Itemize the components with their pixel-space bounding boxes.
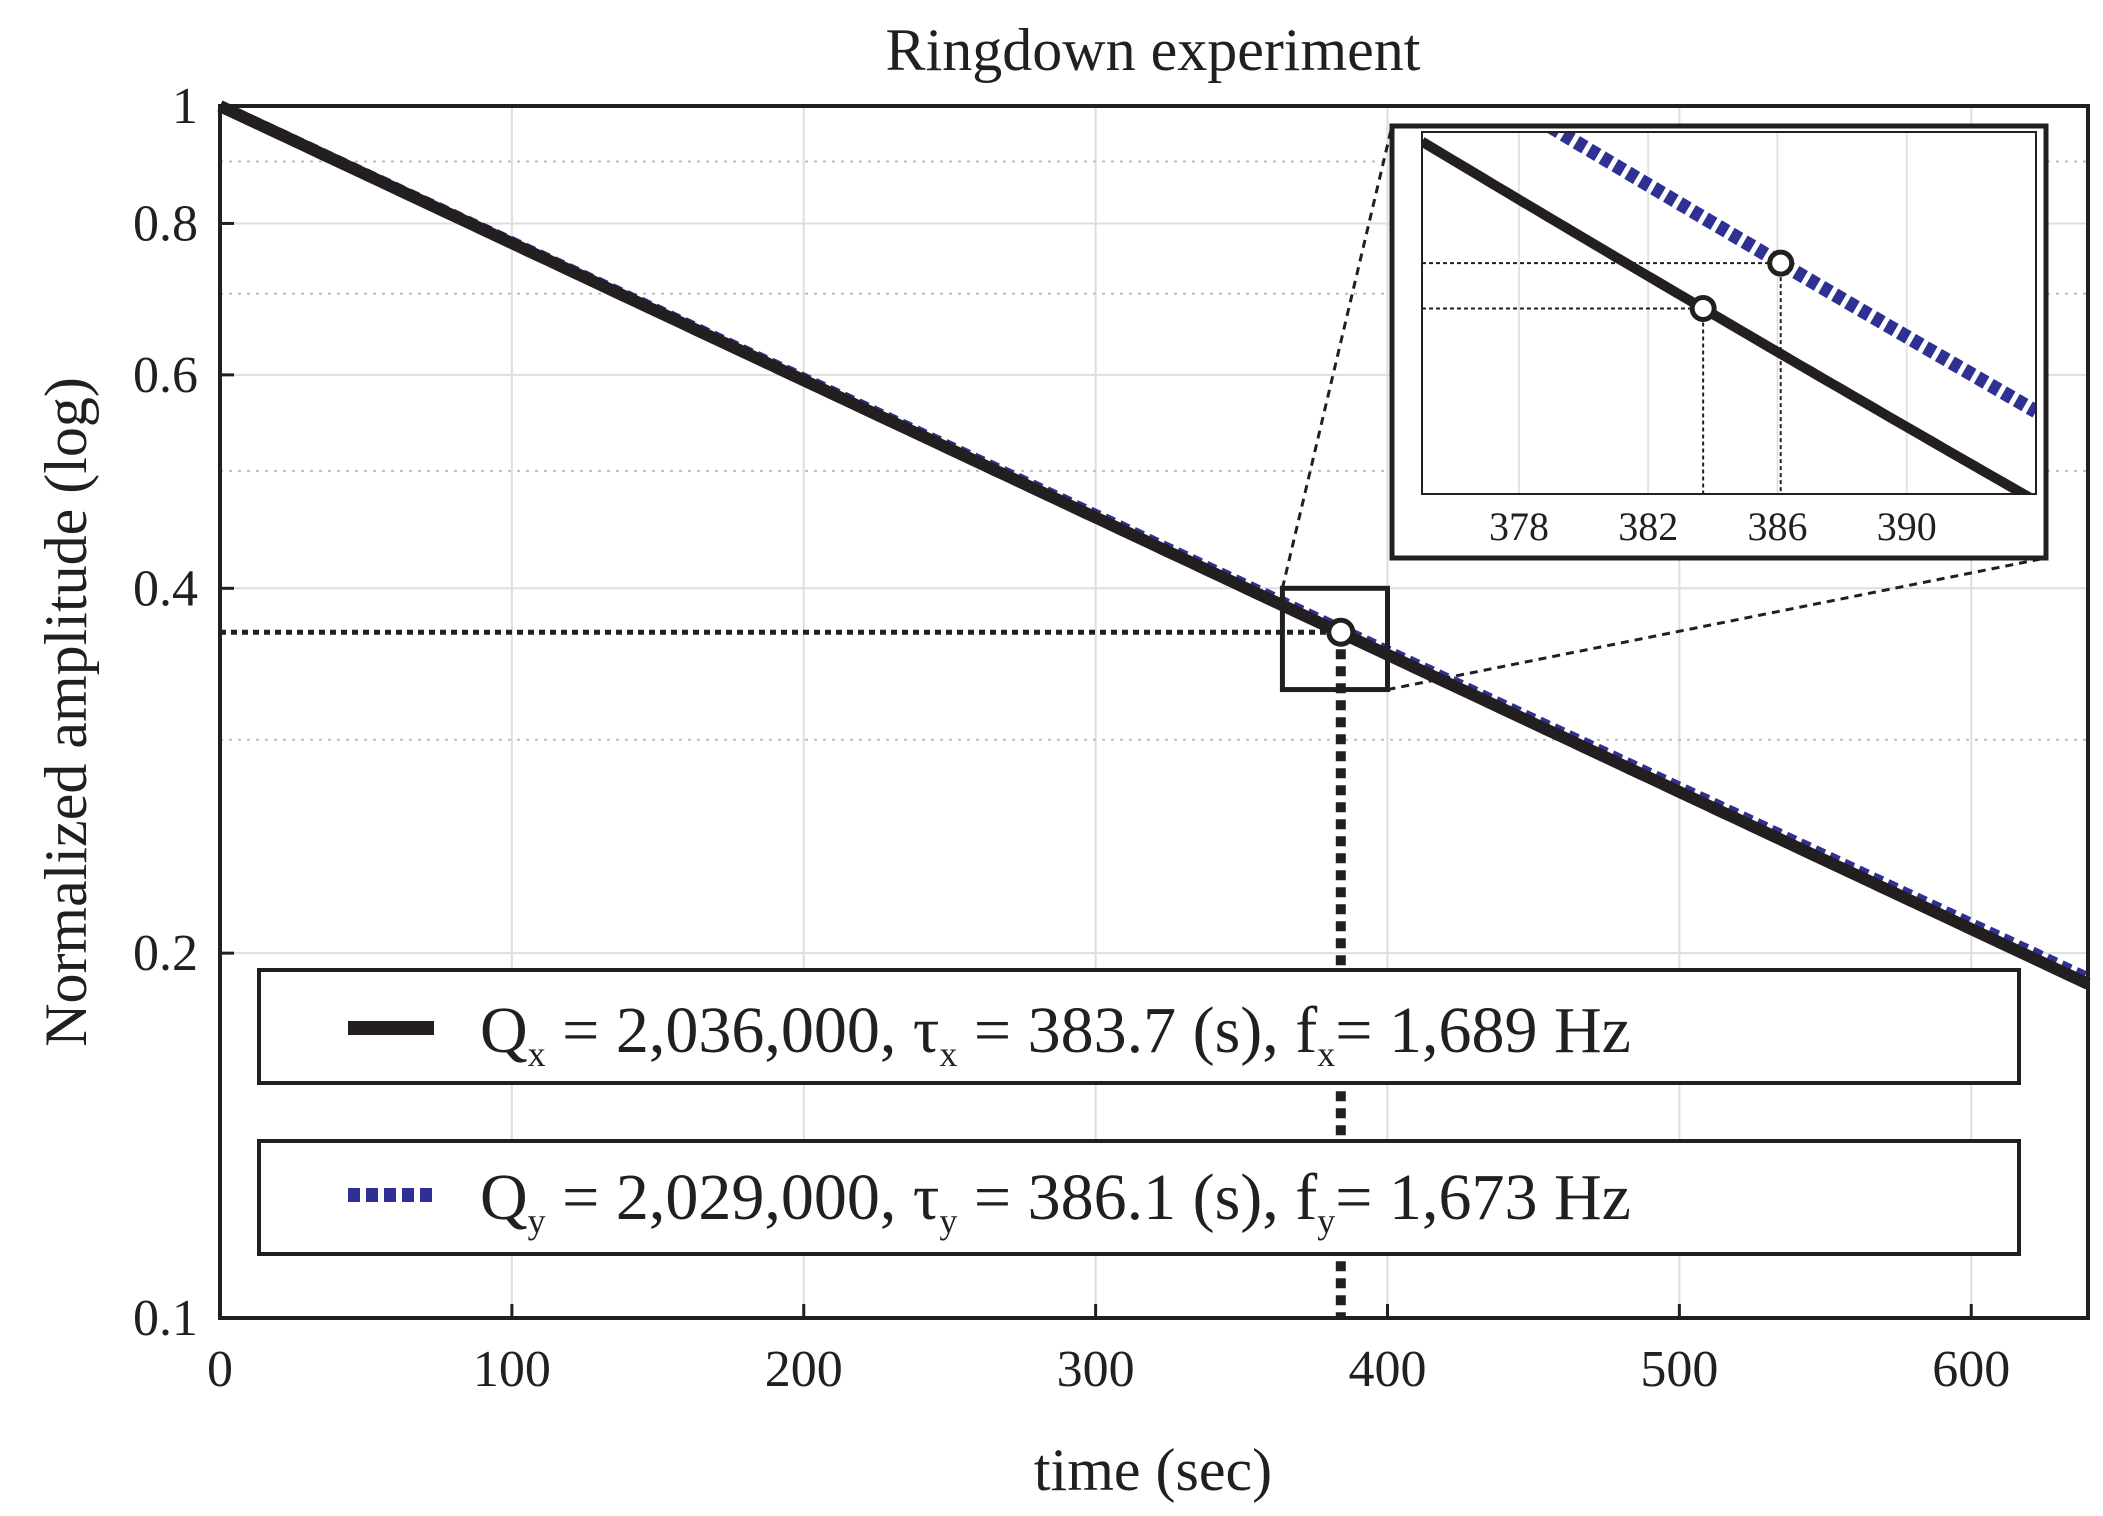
x-tick-label: 300 <box>1057 1341 1135 1398</box>
legend-frame-y <box>257 1139 2021 1256</box>
y-tick-label: 0.4 <box>133 560 198 617</box>
inset-zoom: 378 382 386 390 <box>1389 123 2049 561</box>
legend-label-x: Qx = 2,036,000, τx = 383.7 (s), fx= 1,68… <box>480 994 1631 1074</box>
inset-series-x <box>1422 137 2034 494</box>
x-tick-label: 400 <box>1349 1341 1427 1398</box>
inset-tau-marker <box>1767 249 1795 277</box>
inset-x-tick-label: 390 <box>1877 504 1937 549</box>
zoom-box <box>1279 585 1391 693</box>
zoom-connector-top <box>1280 125 1394 589</box>
x-axis-ticks: 0 100 200 300 400 500 600 <box>207 1304 2010 1398</box>
series-x-line <box>217 100 2091 990</box>
inset-tau-marker <box>1689 294 1717 322</box>
y-axis-ticks: 0.1 0.2 0.4 0.6 0.8 1 <box>133 78 234 1347</box>
inset-axes-frame <box>1421 131 2037 495</box>
y-tick-label: 0.6 <box>133 347 198 404</box>
inset-x-tick-label: 386 <box>1747 504 1807 549</box>
x-axis-label: time (sec) <box>1034 1437 1272 1503</box>
y-tick-label: 0.2 <box>133 925 198 982</box>
x-tick-label: 500 <box>1640 1341 1718 1398</box>
inset-series-y <box>1545 132 2036 418</box>
y-tick-label: 1 <box>172 78 198 135</box>
inset-x-tick-label: 378 <box>1489 504 1549 549</box>
x-tick-label: 200 <box>765 1341 843 1398</box>
tau-marker <box>1326 617 1356 647</box>
plot-frame <box>218 104 2090 1320</box>
inset-plot <box>1422 132 2036 494</box>
x-tick-label: 600 <box>1932 1341 2010 1398</box>
x-tick-label: 100 <box>473 1341 551 1398</box>
y-tick-label: 0.1 <box>133 1290 198 1347</box>
legend-box-y: Qy = 2,029,000, τy = 386.1 (s), fy= 1,67… <box>257 1139 2021 1256</box>
x-tick-label: 0 <box>207 1341 233 1398</box>
series-layer <box>217 100 2091 990</box>
inset-x-tick-label: 382 <box>1618 504 1678 549</box>
y-tick-label: 0.8 <box>133 195 198 252</box>
legend-label-y: Qy = 2,029,000, τy = 386.1 (s), fy= 1,67… <box>480 1161 1631 1241</box>
inset-frame <box>1389 123 2049 561</box>
legend-frame-x <box>257 968 2021 1085</box>
chart-title: Ringdown experiment <box>886 17 1421 83</box>
y-axis-label: Normalized amplitude (log) <box>33 377 99 1047</box>
legend-box-x: Qx = 2,036,000, τx = 383.7 (s), fx= 1,68… <box>257 968 2021 1085</box>
